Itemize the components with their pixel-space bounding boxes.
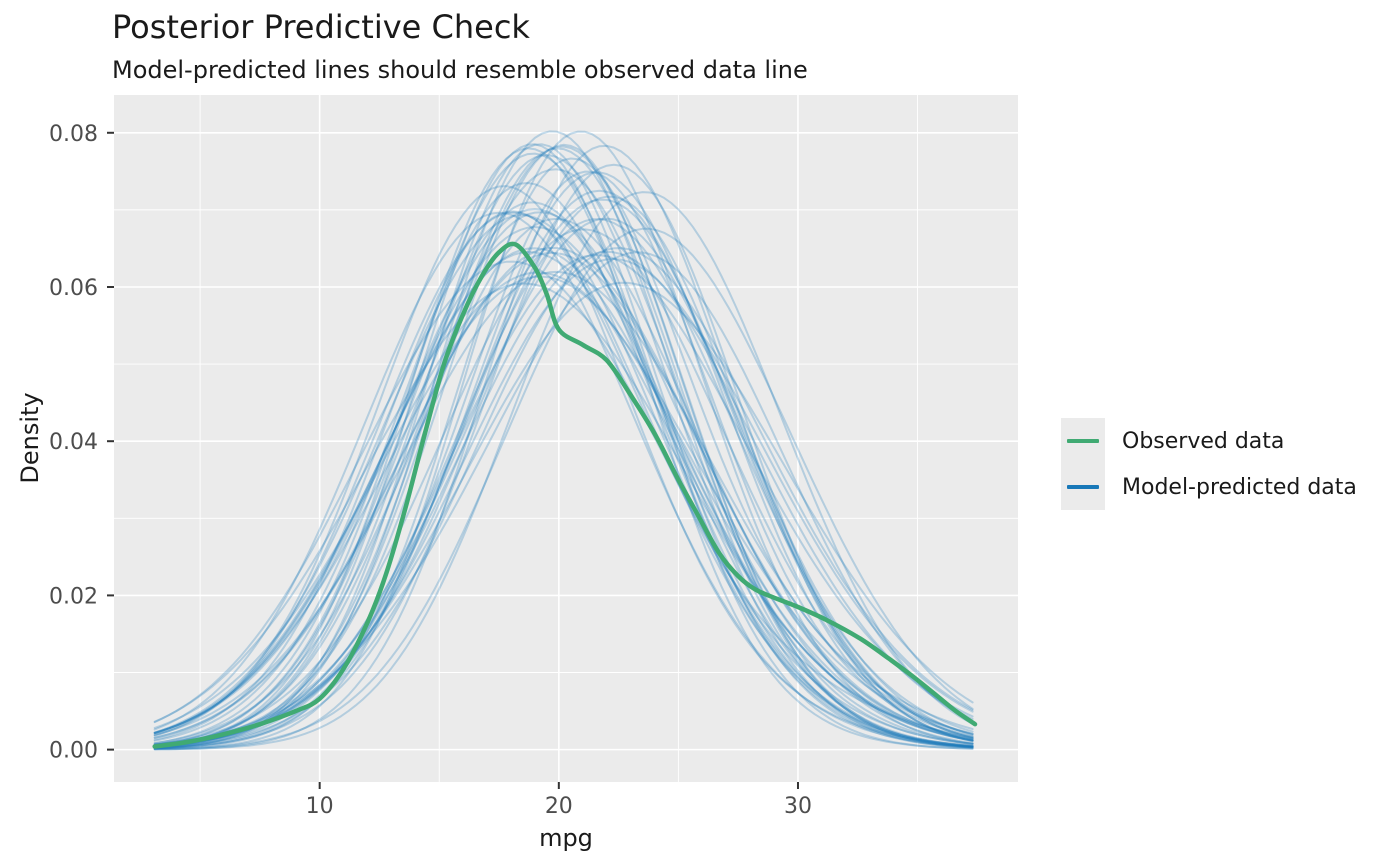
- predicted-line: [153, 270, 974, 736]
- predicted-line: [153, 147, 974, 749]
- predicted-line: [153, 191, 974, 751]
- predicted-line: [153, 251, 974, 741]
- y-tick-label: 0.02: [49, 584, 98, 609]
- predicted-line: [153, 144, 974, 751]
- x-tick-label: 30: [784, 794, 812, 819]
- predicted-line: [153, 145, 974, 749]
- predicted-line: [153, 130, 974, 751]
- page-title: Posterior Predictive Check: [112, 8, 530, 46]
- predicted-line: [153, 246, 974, 742]
- predicted-line: [153, 201, 974, 746]
- x-tick-label: 10: [306, 794, 334, 819]
- predicted-line: [153, 258, 974, 748]
- y-tick-label: 0.04: [49, 430, 98, 455]
- predicted-line: [153, 217, 974, 745]
- predicted-line: [153, 182, 974, 747]
- predicted-line: [153, 251, 974, 740]
- legend: Observed data Model-predicted data: [1061, 418, 1357, 510]
- y-tick-label: 0.06: [49, 276, 98, 301]
- predicted-line: [153, 254, 974, 748]
- predicted-line: [153, 271, 974, 742]
- legend-label: Observed data: [1122, 428, 1285, 454]
- y-axis-title: Density: [16, 392, 44, 484]
- predicted-line: [153, 147, 974, 748]
- x-tick-label: 20: [545, 794, 573, 819]
- legend-item-observed: Observed data: [1061, 418, 1357, 464]
- predicted-line: [153, 251, 974, 746]
- legend-label: Model-predicted data: [1122, 474, 1357, 500]
- predicted-line: [153, 211, 974, 746]
- y-tick-label: 0.08: [49, 122, 98, 147]
- predicted-line-swatch: [1067, 485, 1099, 489]
- predicted-line: [153, 247, 974, 745]
- observed-line: [152, 241, 978, 749]
- predicted-line: [153, 211, 974, 748]
- predicted-line: [153, 211, 974, 748]
- predicted-line: [153, 282, 974, 741]
- predicted-line: [153, 250, 974, 748]
- predicted-line: [153, 168, 974, 748]
- predicted-line: [153, 163, 974, 750]
- predicted-line: [153, 210, 974, 741]
- predicted-line: [153, 226, 974, 748]
- predicted-line: [153, 157, 974, 750]
- predicted-line: [153, 214, 974, 749]
- predicted-line: [153, 143, 974, 746]
- predicted-line: [153, 227, 974, 751]
- legend-key: [1061, 464, 1105, 510]
- page-subtitle: Model-predicted lines should resemble ob…: [112, 56, 808, 84]
- predicted-line: [153, 143, 974, 750]
- predicted-line: [153, 260, 974, 745]
- x-axis-title: mpg: [539, 824, 593, 852]
- predicted-line: [153, 275, 974, 735]
- predicted-line: [153, 171, 974, 750]
- y-tick-label: 0.00: [49, 739, 98, 764]
- predicted-line: [153, 189, 974, 750]
- predicted-line: [153, 170, 974, 747]
- predicted-line: [153, 143, 974, 750]
- predicted-line: [153, 195, 974, 747]
- predicted-line: [153, 281, 974, 748]
- predicted-line: [153, 208, 974, 748]
- legend-item-predicted: Model-predicted data: [1061, 464, 1357, 510]
- predicted-line: [153, 152, 974, 750]
- observed-line-swatch: [1067, 439, 1099, 443]
- predicted-line: [153, 185, 974, 747]
- predicted-line: [153, 247, 974, 749]
- legend-key: [1061, 418, 1105, 464]
- predicted-line: [153, 130, 974, 750]
- predicted-line: [153, 228, 974, 746]
- predicted-line: [153, 154, 974, 749]
